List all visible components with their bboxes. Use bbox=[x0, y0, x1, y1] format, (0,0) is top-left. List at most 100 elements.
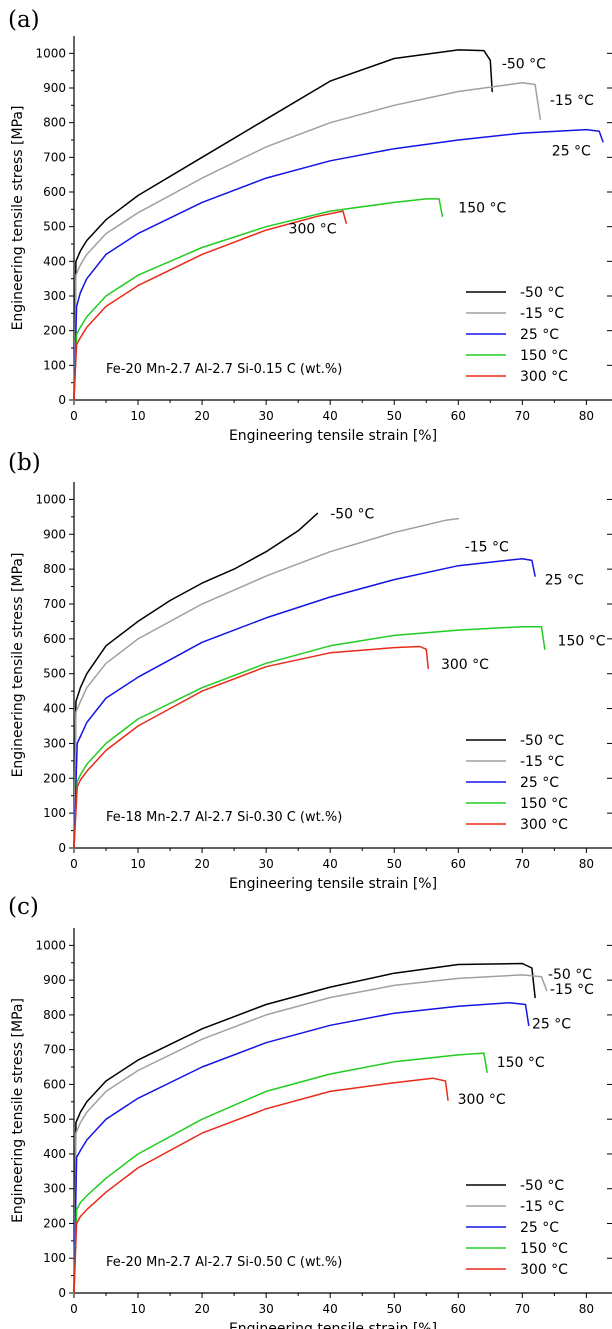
panel-c-ytick-label-100: 100 bbox=[43, 1251, 66, 1265]
panel-c-xtick-label-20: 20 bbox=[194, 1302, 209, 1316]
panel-b-end-label-150-c: 150 °C bbox=[558, 634, 606, 650]
panel-c-legend-label-150-c: 150 °C bbox=[520, 1241, 568, 1257]
panel-c-ytick-label-900: 900 bbox=[43, 973, 66, 987]
panel-b-legend-label-150-c: 150 °C bbox=[520, 796, 568, 812]
panel-c-xtick-label-30: 30 bbox=[259, 1302, 274, 1316]
panel-b-xtick-label-0: 0 bbox=[70, 857, 78, 871]
panel-c-ytick-label-500: 500 bbox=[43, 1112, 66, 1126]
panel-c-xtick-label-80: 80 bbox=[579, 1302, 594, 1316]
panel-b-xtick-label-70: 70 bbox=[515, 857, 530, 871]
panel-c-x-axis-title: Engineering tensile strain [%] bbox=[229, 1321, 437, 1329]
panel-b-xtick-label-80: 80 bbox=[579, 857, 594, 871]
panel-b-legend-label-15-c: -15 °C bbox=[520, 754, 564, 770]
panel-a-end-label-50-c: -50 °C bbox=[502, 57, 546, 73]
panel-b-curve-50-c bbox=[73, 512, 319, 849]
panel-c-curve-150-c bbox=[73, 1052, 488, 1294]
panel-b-ytick-label-900: 900 bbox=[43, 527, 66, 541]
panel-a-xtick-label-70: 70 bbox=[515, 409, 530, 423]
panel-c-ytick-label-0: 0 bbox=[58, 1286, 66, 1300]
panel-c-curve-50-c bbox=[73, 962, 536, 1294]
panel-a-end-label-25-c: 25 °C bbox=[552, 143, 591, 159]
panel-a-ytick-label-400: 400 bbox=[43, 254, 66, 268]
panel-c-legend-label-25-c: 25 °C bbox=[520, 1220, 559, 1236]
panel-b-ytick-label-700: 700 bbox=[43, 597, 66, 611]
panel-b-xtick-label-30: 30 bbox=[259, 857, 274, 871]
panel-c-legend-label-300-c: 300 °C bbox=[520, 1262, 568, 1278]
panel-b-x-axis-title: Engineering tensile strain [%] bbox=[229, 876, 437, 892]
panel-b-end-label-15-c: -15 °C bbox=[465, 539, 509, 555]
panel-b-curve-15-c bbox=[73, 517, 460, 849]
panel-c-ytick-label-700: 700 bbox=[43, 1043, 66, 1057]
panel-c-ytick-label-600: 600 bbox=[43, 1077, 66, 1091]
panel-a-curve-25-c bbox=[73, 128, 604, 401]
panel-b-end-label-50-c: -50 °C bbox=[330, 506, 374, 522]
panel-b-y-axis-title: Engineering tensile stress [MPa] bbox=[10, 553, 26, 778]
panel-c-ytick-label-400: 400 bbox=[43, 1147, 66, 1161]
panel-a-legend-label-50-c: -50 °C bbox=[520, 285, 564, 301]
panel-a-ytick-label-600: 600 bbox=[43, 185, 66, 199]
panel-c-curve-300-c bbox=[73, 1077, 449, 1294]
panel-a-xtick-label-20: 20 bbox=[194, 409, 209, 423]
panel-a-ytick-label-800: 800 bbox=[43, 116, 66, 130]
panel-b-ytick-label-600: 600 bbox=[43, 632, 66, 646]
panel-c-xtick-label-50: 50 bbox=[387, 1302, 402, 1316]
panel-a-legend-label-15-c: -15 °C bbox=[520, 306, 564, 322]
panel-c-xtick-label-0: 0 bbox=[70, 1302, 78, 1316]
panel-b-xtick-label-40: 40 bbox=[323, 857, 338, 871]
panel-b-legend-label-50-c: -50 °C bbox=[520, 733, 564, 749]
panel-b-ytick-label-300: 300 bbox=[43, 736, 66, 750]
panel-c-ytick-label-800: 800 bbox=[43, 1008, 66, 1022]
panel-b-curve-150-c bbox=[73, 625, 546, 849]
panel-c-end-label-15-c: -15 °C bbox=[550, 982, 594, 998]
panel-c-end-label-300-c: 300 °C bbox=[458, 1092, 506, 1108]
panel-b-end-label-300-c: 300 °C bbox=[441, 657, 489, 673]
panel-b-xtick-label-50: 50 bbox=[387, 857, 402, 871]
panel-a-end-label-300-c: 300 °C bbox=[289, 221, 337, 237]
panel-a-tag: (a) bbox=[8, 7, 40, 33]
panel-a-legend-label-300-c: 300 °C bbox=[520, 369, 568, 385]
panel-a-composition: Fe-20 Mn-2.7 Al-2.7 Si-0.15 C (wt.%) bbox=[106, 362, 342, 377]
panel-a-end-label-150-c: 150 °C bbox=[458, 201, 506, 217]
panel-a-ytick-label-300: 300 bbox=[43, 289, 66, 303]
panel-a-ytick-label-0: 0 bbox=[58, 393, 66, 407]
panel-a-end-label-15-c: -15 °C bbox=[550, 93, 594, 109]
panel-a-ytick-label-900: 900 bbox=[43, 81, 66, 95]
panel-b-legend-label-300-c: 300 °C bbox=[520, 817, 568, 833]
panel-a-ytick-label-200: 200 bbox=[43, 324, 66, 338]
panel-c-curve-25-c bbox=[73, 1001, 530, 1294]
panel-b-curve-300-c bbox=[73, 645, 429, 849]
panel-c-ytick-label-300: 300 bbox=[43, 1182, 66, 1196]
panel-c-tag: (c) bbox=[8, 894, 39, 920]
panel-b: (b) 0 100 200 300 400 500 600 700 800 900 1000 0 10 20… bbox=[8, 450, 612, 892]
panel-b-xtick-label-20: 20 bbox=[194, 857, 209, 871]
panel-b-ytick-label-200: 200 bbox=[43, 771, 66, 785]
panel-c-xtick-label-40: 40 bbox=[323, 1302, 338, 1316]
panel-a-curve-150-c bbox=[73, 198, 444, 401]
panel-a-xtick-label-50: 50 bbox=[387, 409, 402, 423]
panel-a-xtick-label-10: 10 bbox=[130, 409, 145, 423]
panel-a-xtick-label-80: 80 bbox=[579, 409, 594, 423]
panel-c-end-label-50-c: -50 °C bbox=[548, 967, 592, 983]
panel-b-ytick-label-0: 0 bbox=[58, 841, 66, 855]
panel-a: (a) 0 100 200 300 400 500 600 700 800 900 1000 0 10 20… bbox=[8, 7, 612, 444]
panel-c-legend-label-50-c: -50 °C bbox=[520, 1178, 564, 1194]
panel-a-xtick-label-40: 40 bbox=[323, 409, 338, 423]
panel-b-ytick-label-1000: 1000 bbox=[35, 492, 66, 506]
panel-b-tag: (b) bbox=[8, 450, 41, 476]
panel-c-xtick-label-60: 60 bbox=[451, 1302, 466, 1316]
panel-c-xtick-label-70: 70 bbox=[515, 1302, 530, 1316]
panel-a-curve-300-c bbox=[73, 210, 347, 401]
panel-b-legend-label-25-c: 25 °C bbox=[520, 775, 559, 791]
panel-b-end-label-25-c: 25 °C bbox=[545, 573, 584, 589]
panel-c-y-axis-title: Engineering tensile stress [MPa] bbox=[10, 998, 26, 1223]
panel-b-xtick-label-60: 60 bbox=[451, 857, 466, 871]
panel-b-xtick-label-10: 10 bbox=[130, 857, 145, 871]
panel-a-ytick-label-100: 100 bbox=[43, 358, 66, 372]
panel-c-composition: Fe-20 Mn-2.7 Al-2.7 Si-0.50 C (wt.%) bbox=[106, 1255, 342, 1270]
panel-a-xtick-label-0: 0 bbox=[70, 409, 78, 423]
panel-b-ytick-label-100: 100 bbox=[43, 806, 66, 820]
panel-c: (c) 0 100 200 300 400 500 600 700 800 900 1000 0 10 20… bbox=[8, 894, 612, 1329]
panel-b-curve-25-c bbox=[73, 557, 536, 849]
panel-b-ytick-label-800: 800 bbox=[43, 562, 66, 576]
